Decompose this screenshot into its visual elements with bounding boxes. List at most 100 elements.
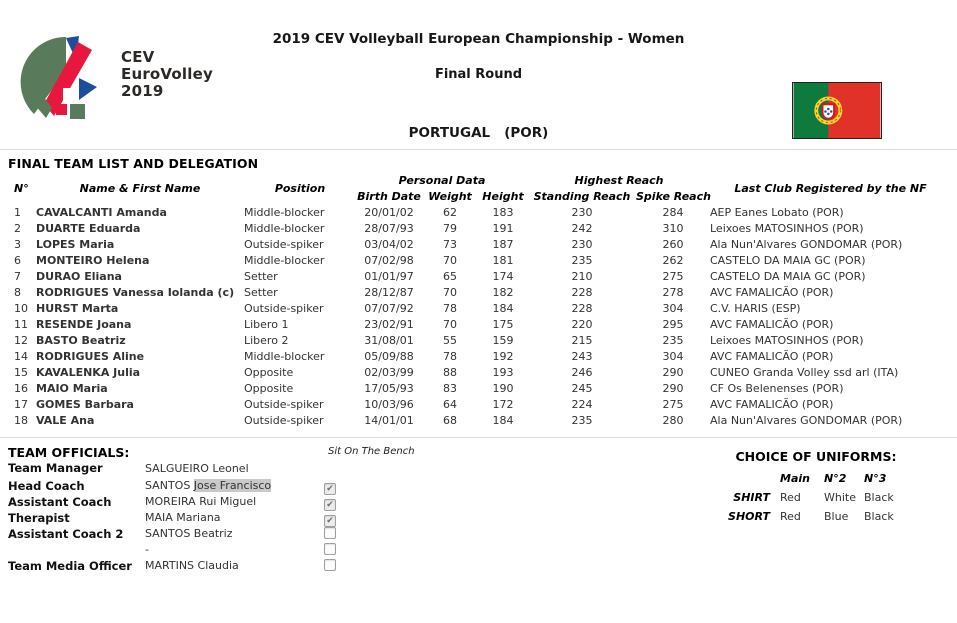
player-last-club: CUNEO Granda Volley ssd arl (ITA) (710, 365, 899, 379)
player-name: KAVALENKA Julia (36, 365, 141, 379)
player-birth-date: 07/07/92 (364, 301, 414, 315)
player-height: 184 (492, 413, 514, 427)
official-role: Team Media Officer (8, 558, 132, 573)
bench-checkbox[interactable]: ✔ (324, 515, 336, 527)
player-last-club: AVC FAMALICÃO (POR) (710, 397, 834, 411)
player-standing-reach: 235 (571, 413, 593, 427)
portugal-flag-icon (792, 82, 882, 139)
bench-checkbox-cell: ✔ (324, 476, 344, 495)
official-name: MAIA Mariana (145, 511, 221, 524)
player-position: Outside-spiker (244, 237, 324, 251)
player-height: 187 (492, 237, 514, 251)
player-standing-reach: 242 (571, 221, 593, 235)
col-header-weight: Weight (428, 189, 472, 203)
player-last-club: AVC FAMALICÃO (POR) (710, 285, 834, 299)
player-last-club: AVC FAMALICÃO (POR) (710, 317, 834, 331)
uniform-color-value: Blue (824, 510, 849, 523)
player-spike-reach: 295 (662, 317, 684, 331)
bench-checkbox[interactable] (324, 543, 336, 555)
player-weight: 79 (443, 221, 457, 235)
official-name: SANTOS Jose Francisco (145, 479, 272, 492)
player-height: 183 (492, 205, 514, 219)
highlighted-text: Jose Francisco (193, 479, 272, 492)
table-row: 8 RODRIGUES Vanessa Iolanda (c) Setter 28/1… (6, 284, 951, 300)
bench-checkbox[interactable] (324, 527, 336, 539)
player-spike-reach: 304 (662, 349, 684, 363)
uniforms-col-n3: N°3 (864, 472, 887, 485)
uniform-color-value: White (824, 491, 856, 504)
logo-line-1: CEV (121, 48, 155, 66)
player-spike-reach: 260 (662, 237, 684, 251)
player-weight: 73 (443, 237, 457, 251)
player-height: 159 (492, 333, 514, 347)
player-number: 7 (14, 269, 21, 283)
bench-checkbox-cell (324, 556, 344, 575)
player-birth-date: 01/01/97 (364, 269, 414, 283)
player-number: 6 (14, 253, 21, 267)
player-standing-reach: 210 (571, 269, 593, 283)
section-title: FINAL TEAM LIST AND DELEGATION (8, 156, 259, 171)
player-position: Setter (244, 269, 278, 283)
table-row: 11 RESENDE Joana Libero 1 23/02/91 70 175 220 2… (6, 316, 951, 332)
uniforms-col-main: Main (780, 472, 810, 485)
player-position: Middle-blocker (244, 205, 325, 219)
official-row: Team Manager SALGUEIRO Leonel (8, 460, 368, 476)
bench-checkbox[interactable] (324, 559, 336, 571)
player-standing-reach: 220 (571, 317, 593, 331)
uniform-color-value: Black (864, 491, 894, 504)
player-number: 1 (14, 205, 21, 219)
uniforms-corner (700, 472, 776, 486)
table-row: 16 MAIO Maria Opposite 17/05/93 83 190 245 290 C… (6, 380, 951, 396)
col-header-name: Name & First Name (79, 181, 201, 195)
player-birth-date: 05/09/88 (364, 349, 414, 363)
uniform-color-value: Black (864, 510, 894, 523)
player-name: HURST Marta (36, 301, 119, 315)
official-name: MARTINS Claudia (145, 559, 239, 572)
player-standing-reach: 230 (571, 237, 593, 251)
team-name: PORTUGAL (POR) (408, 125, 549, 141)
player-standing-reach: 215 (571, 333, 593, 347)
official-name: - (145, 543, 149, 556)
player-last-club: AVC FAMALICÃO (POR) (710, 349, 834, 363)
player-weight: 88 (443, 365, 457, 379)
official-role: Assistant Coach (8, 494, 112, 509)
player-spike-reach: 290 (662, 381, 684, 395)
player-height: 181 (492, 253, 514, 267)
table-row: 1 CAVALCANTI Amanda Middle-blocker 20/01/02… (6, 204, 951, 220)
bench-checkbox[interactable]: ✔ (324, 499, 336, 511)
player-standing-reach: 245 (571, 381, 593, 395)
logo-wordmark: CEV EuroVolley 2019 (121, 49, 213, 100)
uniforms-panel: CHOICE OF UNIFORMS: Main N°2 N°3 SHIRT Re… (700, 449, 932, 524)
player-birth-date: 02/03/99 (364, 365, 414, 379)
official-row: Therapist MAIA Mariana ✔ (8, 508, 368, 527)
player-spike-reach: 284 (662, 205, 684, 219)
col-header-standing-reach: Standing Reach (533, 189, 631, 203)
player-last-club: Ala Nun'Alvares GONDOMAR (POR) (710, 413, 903, 427)
player-height: 191 (492, 221, 514, 235)
player-name: CAVALCANTI Amanda (36, 205, 167, 219)
player-position: Opposite (244, 381, 294, 395)
player-position: Middle-blocker (244, 253, 325, 267)
bench-checkbox[interactable]: ✔ (324, 483, 336, 495)
col-header-last-club: Last Club Registered by the NF (734, 181, 927, 195)
player-position: Opposite (244, 365, 294, 379)
player-weight: 55 (443, 333, 457, 347)
player-birth-date: 23/02/91 (364, 317, 414, 331)
group-header-personal-data: Personal Data (398, 173, 486, 187)
player-birth-date: 31/08/01 (364, 333, 414, 347)
player-spike-reach: 310 (662, 221, 684, 235)
player-number: 17 (14, 397, 28, 411)
player-weight: 70 (443, 285, 457, 299)
uniforms-col-n2: N°2 (824, 472, 847, 485)
official-row: Head Coach SANTOS Jose Francisco ✔ (8, 476, 368, 495)
official-name: MOREIRA Rui Miguel (145, 495, 257, 508)
eurovolley-logo-icon (20, 36, 97, 119)
player-spike-reach: 275 (662, 397, 684, 411)
header-separator (0, 149, 957, 150)
player-height: 193 (492, 365, 514, 379)
player-position: Libero 1 (244, 317, 289, 331)
official-role: Assistant Coach 2 (8, 526, 124, 541)
roster-body: 1 CAVALCANTI Amanda Middle-blocker 20/01/02… (6, 204, 951, 428)
player-standing-reach: 235 (571, 253, 593, 267)
